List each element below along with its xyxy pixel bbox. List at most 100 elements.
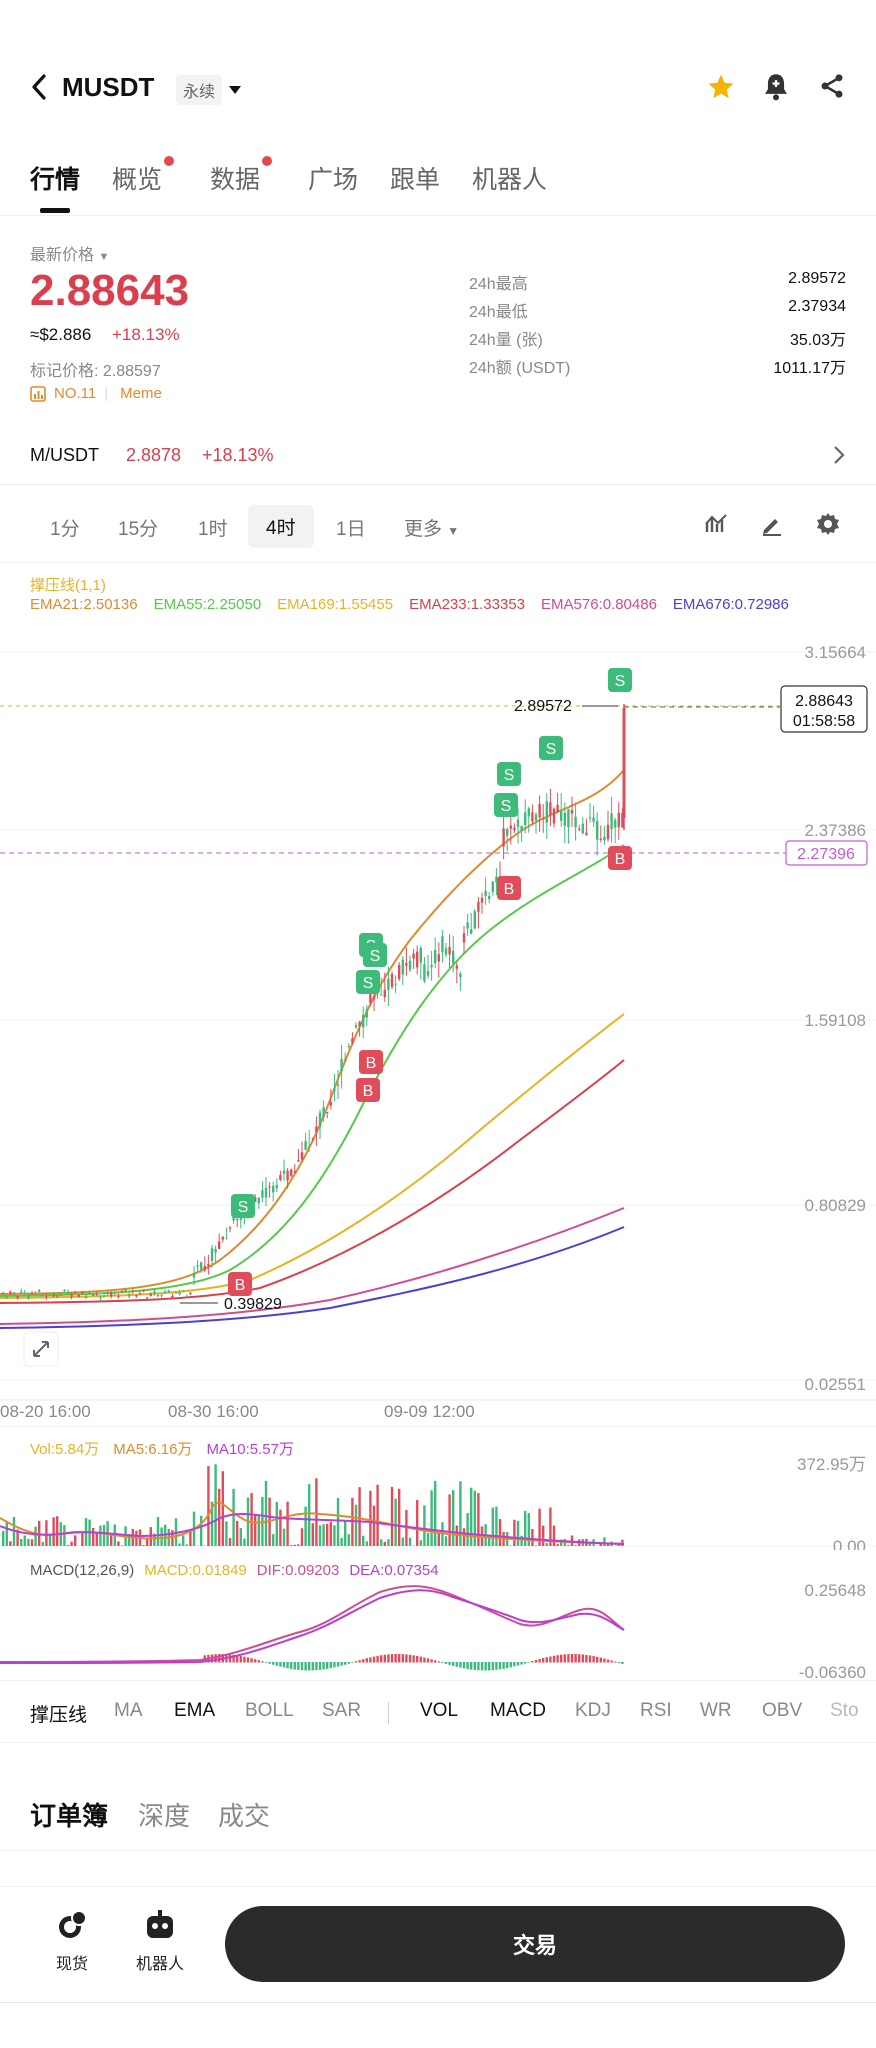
x-axis-tick: 08-30 16:00: [168, 1402, 259, 1420]
macd-bar: [459, 1662, 462, 1668]
indicator-sar[interactable]: SAR: [322, 1700, 362, 1721]
candle-body: [462, 933, 466, 943]
tab-depth[interactable]: 深度: [138, 1801, 191, 1831]
tab-square[interactable]: 广场: [308, 166, 359, 194]
candle-body: [333, 1088, 336, 1092]
candle-body: [77, 1294, 80, 1297]
macd-bar: [534, 1660, 538, 1663]
category-tag[interactable]: Meme: [120, 385, 162, 402]
buy-marker[interactable]: B: [359, 1050, 383, 1074]
indicator-wr[interactable]: WR: [700, 1700, 732, 1721]
indicator-ma[interactable]: MA: [114, 1700, 143, 1721]
indicator-rsi[interactable]: RSI: [640, 1700, 672, 1721]
favorite-star-icon[interactable]: [706, 72, 736, 107]
indicator-stoch[interactable]: Sto: [830, 1700, 859, 1721]
volume-bar: [52, 1517, 55, 1546]
sell-marker[interactable]: S: [494, 793, 518, 817]
volume-bar: [408, 1537, 412, 1546]
ema-55-line: [0, 844, 625, 1297]
tab-market[interactable]: 行情: [30, 166, 81, 194]
volume-bar: [534, 1545, 538, 1546]
candle-body: [182, 1290, 185, 1292]
sell-marker[interactable]: S: [363, 943, 387, 967]
volume-bar: [416, 1499, 419, 1546]
candle-body: [329, 1102, 332, 1106]
spot-pair-row[interactable]: M/USDT 2.8878 +18.13%: [0, 432, 876, 478]
volume-bar: [434, 1480, 437, 1546]
timeframe-1m[interactable]: 1分: [50, 519, 80, 540]
volume-bar: [545, 1543, 548, 1546]
tab-overview[interactable]: 概览: [112, 156, 175, 196]
sell-marker[interactable]: S: [497, 762, 521, 786]
support-resistance-label: 撑压线(1,1): [30, 577, 106, 594]
sell-marker-text: S: [363, 975, 374, 992]
latest-price-label[interactable]: 最新价格 ▼: [30, 247, 110, 264]
sell-marker-text: S: [501, 798, 512, 815]
indicator-toggle-icon[interactable]: [704, 512, 728, 541]
bot-nav-button[interactable]: 机器人: [128, 1908, 192, 1974]
sell-marker[interactable]: S: [608, 668, 632, 692]
buy-marker[interactable]: B: [608, 846, 632, 870]
alert-bell-icon[interactable]: [762, 72, 790, 107]
candle-body: [293, 1171, 296, 1173]
buy-marker[interactable]: B: [356, 1078, 380, 1102]
macd-bar: [527, 1662, 530, 1663]
volume-bar: [426, 1532, 430, 1546]
volume-bar: [30, 1539, 34, 1546]
macd-bar: [430, 1659, 433, 1663]
macd-bar: [347, 1662, 350, 1664]
indicator-macd[interactable]: MACD: [490, 1700, 546, 1721]
back-button[interactable]: [28, 72, 52, 102]
sell-marker[interactable]: S: [231, 1194, 255, 1218]
indicator-vol[interactable]: VOL: [420, 1700, 459, 1721]
macd-bar: [228, 1654, 232, 1663]
candle-body: [135, 1295, 138, 1297]
stat-value: 2.89572: [788, 270, 846, 287]
indicator-boll[interactable]: BOLL: [245, 1700, 294, 1721]
indicator-kdj[interactable]: KDJ: [575, 1700, 611, 1721]
macd-chart: 0.25648 -0.06360: [0, 1581, 866, 1680]
spot-nav-button[interactable]: 现货: [40, 1908, 104, 1974]
tab-data[interactable]: 数据: [210, 156, 273, 196]
candle-body: [34, 1292, 37, 1294]
divider: [0, 1742, 876, 1743]
macd-legend: MACD(12,26,9) MACD:0.01849 DIF:0.09203 D…: [30, 1562, 439, 1579]
symbol-dropdown-icon[interactable]: [228, 82, 242, 100]
sell-marker[interactable]: S: [356, 970, 380, 994]
candle-body: [300, 1152, 304, 1160]
symbol-title[interactable]: MUSDT: [62, 72, 155, 102]
candle-body: [459, 973, 462, 978]
macd-bar: [214, 1654, 217, 1663]
timeframe-more[interactable]: 更多 ▼: [404, 519, 460, 540]
volume-axis-max: 372.95万: [797, 1455, 866, 1474]
candle-body: [621, 812, 624, 828]
share-icon[interactable]: [818, 72, 846, 105]
timeframe-4h[interactable]: 4时: [248, 505, 314, 548]
timeframe-1d[interactable]: 1日: [336, 519, 366, 540]
candle-body: [106, 1292, 109, 1294]
candlestick-chart[interactable]: 2.89572 0.39829 S S S S S S S S B B B B …: [0, 620, 876, 1420]
buy-marker[interactable]: B: [497, 876, 521, 900]
macd-bar: [232, 1654, 235, 1663]
chart-settings-gear-icon[interactable]: [816, 512, 840, 541]
low-price-label: 0.39829: [224, 1296, 282, 1313]
macd-dea: DEA:0.07354: [349, 1562, 439, 1579]
draw-tool-icon[interactable]: [760, 512, 784, 541]
indicator-obv[interactable]: OBV: [762, 1700, 803, 1721]
volume-bar: [448, 1494, 451, 1546]
tab-orderbook[interactable]: 订单簿: [30, 1801, 109, 1831]
tab-trades[interactable]: 成交: [218, 1801, 271, 1831]
tab-copytrade[interactable]: 跟单: [390, 166, 441, 194]
expand-chart-icon[interactable]: [23, 1331, 59, 1367]
volume-bar: [5, 1522, 8, 1546]
sell-marker[interactable]: S: [539, 736, 563, 760]
timeframe-1h[interactable]: 1时: [198, 519, 228, 540]
indicator-sr[interactable]: 撑压线: [30, 1705, 88, 1726]
candle-body: [516, 819, 520, 827]
tab-bot[interactable]: 机器人: [472, 166, 548, 194]
buy-marker[interactable]: B: [228, 1272, 252, 1296]
buy-marker-text: B: [363, 1083, 374, 1100]
trade-button[interactable]: 交易: [225, 1906, 845, 1982]
indicator-ema[interactable]: EMA: [174, 1700, 216, 1721]
timeframe-15m[interactable]: 15分: [118, 519, 159, 540]
